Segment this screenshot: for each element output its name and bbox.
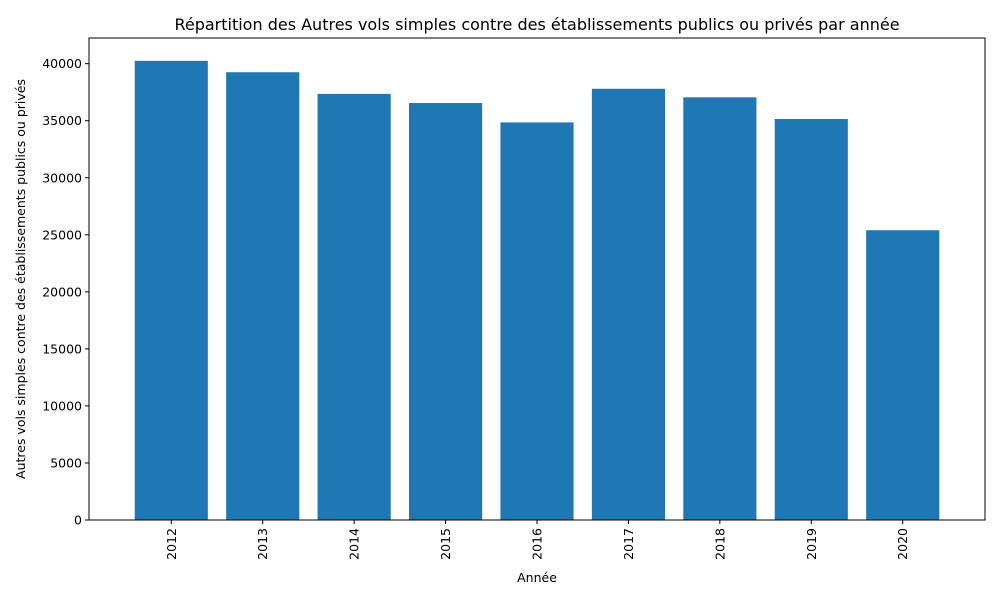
- x-tick-label: 2013: [255, 528, 270, 560]
- bar-2019: [774, 119, 848, 520]
- y-tick-label: 0: [74, 513, 82, 528]
- y-tick-label: 5000: [50, 455, 82, 470]
- bars: [134, 60, 940, 521]
- y-tick-label: 40000: [42, 56, 82, 71]
- x-tick-label: 2020: [895, 528, 910, 560]
- bar-2018: [683, 97, 757, 520]
- x-axis-ticks: 2012 2013 2014 2015 2016 2017 2018 2019 2020: [164, 520, 910, 560]
- bar-2015: [409, 103, 483, 520]
- y-tick-label: 30000: [42, 170, 82, 185]
- bar-2013: [226, 72, 300, 520]
- bar-2017: [591, 88, 665, 521]
- x-tick-label: 2019: [804, 528, 819, 560]
- x-tick-label: 2016: [530, 528, 545, 560]
- bar-2020: [866, 230, 940, 521]
- bar-2012: [134, 60, 208, 520]
- bar-2016: [500, 122, 574, 521]
- bar-2014: [317, 93, 391, 521]
- y-tick-label: 20000: [42, 284, 82, 299]
- x-tick-label: 2015: [438, 528, 453, 560]
- y-tick-label: 10000: [42, 398, 82, 413]
- x-tick-label: 2014: [347, 528, 362, 560]
- y-tick-label: 25000: [42, 227, 82, 242]
- y-axis-ticks: 0 5000 10000 15000 20000 25000 30000 35000 40000: [42, 56, 89, 528]
- plot-frame: [88, 37, 986, 521]
- y-axis-label: Autres vols simples contre des établisse…: [13, 79, 28, 479]
- x-tick-label: 2017: [621, 528, 636, 560]
- chart-title: Répartition des Autres vols simples cont…: [174, 15, 899, 34]
- x-axis-label: Année: [517, 570, 557, 585]
- x-tick-label: 2012: [164, 528, 179, 560]
- x-tick-label: 2018: [712, 528, 727, 560]
- y-tick-label: 15000: [42, 341, 82, 356]
- y-tick-label: 35000: [42, 113, 82, 128]
